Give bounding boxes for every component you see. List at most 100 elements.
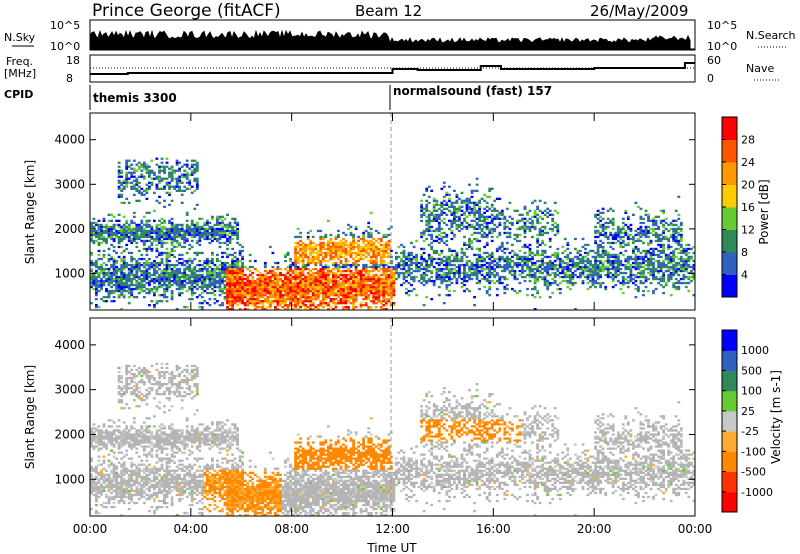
power-cell: [382, 277, 386, 281]
power-cell: [387, 251, 391, 255]
power-cell: [284, 308, 287, 311]
power-cell: [619, 241, 623, 245]
power-cell: [450, 225, 454, 229]
power-cell: [369, 285, 373, 289]
power-cell: [352, 283, 355, 287]
power-cell: [420, 273, 423, 277]
power-cell: [327, 253, 330, 257]
power-cell: [606, 265, 610, 269]
power-cell: [188, 229, 192, 233]
power-cell: [97, 279, 101, 283]
power-cell: [543, 261, 547, 265]
power-cell: [362, 287, 365, 291]
power-cell: [95, 221, 98, 225]
power-cell: [435, 209, 439, 212]
power-cell: [241, 263, 244, 267]
power-cell: [137, 189, 141, 192]
power-cell: [490, 261, 494, 265]
power-cell: [634, 263, 638, 267]
power-cell: [488, 231, 492, 235]
power-cell: [117, 165, 121, 168]
power-cell: [384, 291, 388, 295]
power-cell: [473, 205, 476, 208]
power-cell: [107, 281, 111, 285]
power-cell: [117, 275, 121, 279]
power-cell: [616, 231, 620, 235]
power-cell: [332, 298, 335, 301]
power-cell: [324, 253, 328, 257]
power-cell: [263, 283, 267, 287]
power-cell: [369, 233, 373, 237]
power-cell: [284, 277, 287, 281]
power-cell: [130, 265, 134, 269]
power-cell: [95, 265, 98, 269]
power-cell: [372, 269, 376, 273]
power-cell: [165, 253, 169, 257]
power-cell: [576, 257, 580, 261]
power-cell: [427, 227, 431, 231]
power-cell: [422, 267, 426, 271]
power-cell: [624, 229, 628, 233]
power-cell: [301, 296, 305, 299]
power-cell: [488, 269, 492, 273]
power-cell: [374, 283, 378, 287]
power-cell: [465, 209, 469, 212]
power-cell: [251, 302, 255, 305]
power-cell: [178, 177, 181, 180]
power-cell: [183, 173, 187, 176]
power-cell: [158, 229, 161, 233]
power-cell: [132, 193, 136, 196]
power-cell: [526, 213, 529, 216]
power-cell: [203, 221, 207, 225]
power-cell: [339, 271, 343, 275]
power-cell: [546, 273, 550, 277]
power-cell: [364, 302, 368, 305]
power-cell: [490, 187, 494, 190]
power-cell: [339, 259, 343, 263]
power-cell: [316, 253, 320, 257]
power-cell: [107, 271, 111, 275]
power-cell: [533, 263, 537, 267]
power-cell: [266, 281, 270, 285]
power-cell: [425, 259, 429, 263]
power-cell: [372, 261, 376, 265]
power-cell: [470, 263, 474, 267]
power-cell: [458, 207, 461, 210]
power-cell: [135, 281, 139, 285]
power-cell: [463, 241, 466, 245]
power-cell: [190, 298, 194, 301]
power-cell: [344, 247, 348, 251]
power-cell: [495, 217, 499, 220]
power-cell: [125, 171, 129, 174]
power-cell: [485, 291, 489, 295]
power-cell: [402, 245, 406, 249]
power-cell: [306, 245, 310, 249]
power-cell: [435, 201, 439, 204]
power-cell: [324, 291, 328, 295]
power-cell: [450, 219, 454, 222]
power-cell: [155, 277, 159, 281]
power-cell: [180, 233, 184, 237]
power-cell: [122, 273, 126, 277]
power-cell: [435, 269, 439, 273]
power-cell: [163, 296, 166, 299]
power-cell: [304, 285, 308, 289]
power-cell: [120, 289, 124, 293]
power-cell: [475, 263, 479, 267]
power-cell: [127, 269, 131, 273]
power-cell: [460, 281, 464, 285]
power-cell: [190, 185, 194, 188]
power-cell: [178, 243, 181, 247]
power-cell: [132, 283, 136, 287]
power-cell: [541, 225, 544, 229]
power-cell: [160, 161, 164, 164]
power-cell: [594, 285, 597, 289]
power-cell: [130, 239, 134, 243]
power-cell: [478, 213, 481, 216]
power-cell: [397, 245, 401, 249]
nsky-bottom-tick: 10^0: [50, 40, 80, 53]
power-cell: [160, 225, 164, 229]
power-cell: [629, 263, 633, 267]
power-cell: [609, 253, 613, 257]
power-cell: [377, 298, 381, 301]
